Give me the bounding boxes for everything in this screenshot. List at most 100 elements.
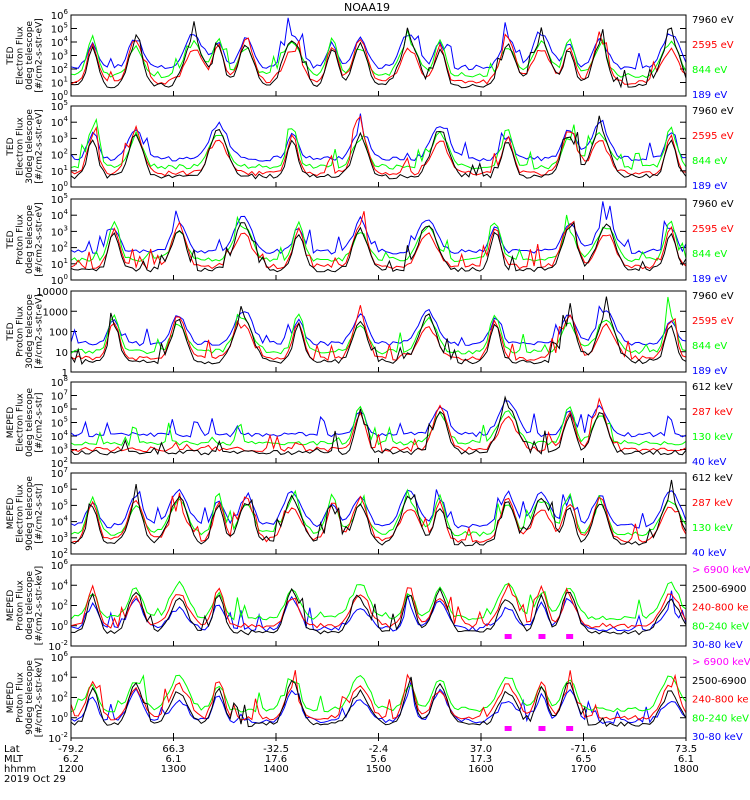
- footer-value: 6.1: [166, 754, 182, 765]
- y-tick-label: 106: [51, 558, 69, 572]
- y-tick-label: 106: [51, 402, 69, 416]
- y-axis-label: 30deg telescope: [25, 109, 35, 184]
- y-tick-label: 104: [51, 515, 69, 529]
- y-tick-label: 100: [51, 711, 68, 725]
- footer-row-label: MLT: [4, 754, 24, 765]
- y-tick-label: 104: [51, 208, 69, 222]
- series-line: [70, 221, 687, 273]
- footer-row-label: 2019 Oct 29: [4, 774, 66, 785]
- footer-value: 1400: [263, 764, 288, 775]
- y-tick-label: 105: [51, 22, 68, 36]
- legend-entry: 240-800 ke: [692, 603, 749, 614]
- footer-value: 17.6: [265, 754, 287, 765]
- series-line: [70, 479, 687, 547]
- series-line: [70, 670, 687, 721]
- legend-entry: 844 eV: [692, 341, 727, 352]
- y-axis-label: 0deg telescope: [25, 205, 35, 275]
- y-axis-label: 30deg telescope: [25, 294, 35, 369]
- legend-entry: > 6900 keV: [692, 657, 750, 668]
- y-axis-label: TED: [6, 230, 16, 249]
- footer-row-label: Lat: [4, 744, 20, 755]
- series-line: [70, 296, 687, 365]
- footer-value: -32.5: [263, 744, 289, 755]
- legend-entry: 844 eV: [692, 65, 727, 76]
- y-tick-label: 101: [51, 164, 68, 178]
- legend-entry: 7960 eV: [692, 199, 734, 210]
- y-tick-label: 108: [51, 375, 68, 389]
- y-tick-label: 1000: [43, 307, 68, 318]
- series-line: [70, 587, 687, 636]
- data-mark: [566, 634, 574, 639]
- footer-value: -79.2: [58, 744, 84, 755]
- footer-value: 66.3: [162, 744, 184, 755]
- data-mark: [504, 726, 512, 731]
- footer-value: 6.5: [576, 754, 592, 765]
- series-line: [70, 31, 687, 85]
- y-axis-label: MEPED: [6, 407, 16, 439]
- data-mark: [538, 726, 546, 731]
- y-tick-label: 101: [51, 257, 68, 271]
- footer-value: 1500: [366, 764, 391, 775]
- y-tick-label: 102: [51, 148, 68, 162]
- footer-value: 1200: [58, 764, 83, 775]
- legend-entry: 2500-6900: [692, 676, 747, 687]
- series-line: [70, 488, 687, 529]
- y-axis-label: Electron Flux: [16, 117, 26, 176]
- y-tick-label: 10000: [36, 287, 68, 298]
- footer-value: 5.6: [371, 754, 387, 765]
- y-axis-label: [#/cm2-s-str]: [35, 392, 45, 452]
- series-line: [70, 395, 687, 456]
- y-tick-label: 104: [51, 578, 69, 592]
- y-axis-label: 0deg telescope: [25, 571, 35, 641]
- series-line: [70, 29, 687, 79]
- legend-entry: 612 keV: [692, 473, 733, 484]
- y-tick-label: 100: [51, 273, 68, 287]
- legend-entry: 2595 eV: [692, 224, 734, 235]
- footer-value: 73.5: [675, 744, 697, 755]
- legend-entry: 30-80 keV: [692, 640, 743, 651]
- footer-value: -71.6: [571, 744, 597, 755]
- y-axis-label: TED: [6, 322, 16, 341]
- series-line: [70, 676, 687, 728]
- y-axis-label: [#/cm2-s-str]: [35, 483, 45, 543]
- y-axis-label: 0deg telescope: [25, 21, 35, 91]
- y-axis-label: [#/cm2-s-str-eV]: [35, 18, 45, 93]
- y-axis-label: 90deg telescope: [25, 476, 35, 551]
- y-tick-label: 106: [51, 650, 69, 664]
- y-axis-label: Proton Flux: [16, 306, 26, 357]
- y-axis-label: MEPED: [6, 682, 16, 714]
- data-mark: [566, 726, 574, 731]
- series-line: [70, 117, 687, 170]
- legend-entry: 80-240 keV: [692, 713, 749, 724]
- legend-entry: 80-240 keV: [692, 621, 749, 632]
- y-tick-label: 107: [51, 389, 68, 403]
- series-line: [70, 21, 687, 89]
- y-tick-label: 105: [51, 498, 68, 512]
- y-tick-label: 107: [51, 466, 68, 480]
- panel-frame: [70, 656, 687, 739]
- series-line: [70, 305, 687, 347]
- y-axis-label: [#/cm2-s-str-eV]: [35, 294, 45, 369]
- series-line: [70, 492, 687, 544]
- series-line: [70, 582, 687, 629]
- y-axis-label: TED: [6, 46, 16, 65]
- y-tick-label: 10-2: [48, 731, 68, 745]
- panel-8: 10-2 100 102 104 106 MEPED Proton Flux 90deg te…: [6, 650, 750, 745]
- data-mark: [504, 634, 512, 639]
- series-line: [70, 115, 687, 177]
- legend-entry: 189 eV: [692, 90, 727, 101]
- y-tick-label: 10: [55, 348, 68, 359]
- y-tick-label: 102: [51, 599, 68, 613]
- data-mark: [538, 634, 546, 639]
- y-tick-label: 100: [49, 328, 68, 339]
- y-tick-label: 102: [51, 241, 68, 255]
- legend-entry: 612 keV: [692, 382, 733, 393]
- y-axis-label: [#/cm2-s-str-eV]: [35, 109, 45, 184]
- series-line: [70, 488, 687, 537]
- y-tick-label: 104: [51, 429, 69, 443]
- footer-row-label: hhmm: [4, 764, 36, 775]
- y-tick-label: 102: [51, 547, 68, 561]
- legend-entry: 30-80 keV: [692, 732, 743, 743]
